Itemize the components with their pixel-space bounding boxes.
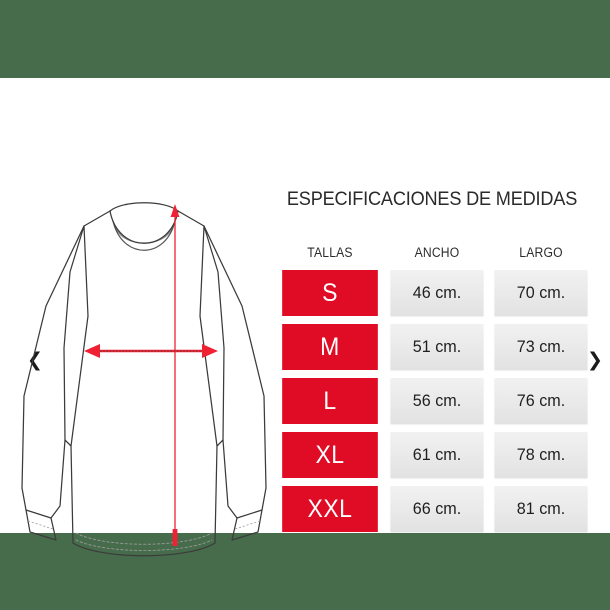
largo-value: 81 cm.	[494, 486, 588, 532]
size-label: L	[282, 378, 378, 424]
ancho-value: 56 cm.	[390, 378, 484, 424]
table-row: L 56 cm. 76 cm.	[278, 378, 590, 424]
table-row: XL 61 cm. 78 cm.	[278, 432, 590, 478]
table-row: M 51 cm. 73 cm.	[278, 324, 590, 370]
largo-value: 70 cm.	[494, 270, 588, 316]
size-label: S	[282, 270, 378, 316]
size-label: XL	[282, 432, 378, 478]
table-row: S 46 cm. 70 cm.	[278, 270, 590, 316]
spec-title: ESPECIFICACIONES DE MEDIDAS	[286, 188, 578, 210]
column-header-ancho: ANCHO	[414, 245, 460, 260]
size-spec-panel: ESPECIFICACIONES DE MEDIDAS TALLAS ANCHO…	[272, 188, 592, 540]
largo-value: 76 cm.	[494, 378, 588, 424]
chevron-right-icon[interactable]: ❯	[587, 349, 603, 371]
length-measure-arrow	[170, 204, 180, 546]
size-label: M	[282, 324, 378, 370]
long-sleeve-shirt-diagram	[18, 188, 270, 588]
ancho-value: 46 cm.	[390, 270, 484, 316]
letterbox-band-top	[0, 0, 610, 78]
ancho-value: 66 cm.	[390, 486, 484, 532]
column-header-largo: LARGO	[519, 245, 563, 260]
image-content-area: ❮ ❯	[0, 78, 610, 557]
largo-value: 78 cm.	[494, 432, 588, 478]
largo-value: 73 cm.	[494, 324, 588, 370]
column-header-tallas: TALLAS	[307, 245, 353, 260]
letterbox-band-bottom	[0, 533, 610, 610]
width-measure-arrow	[84, 344, 218, 358]
ancho-value: 51 cm.	[390, 324, 484, 370]
table-row: XXL 66 cm. 81 cm.	[278, 486, 590, 532]
table-header-row: TALLAS ANCHO LARGO	[278, 245, 590, 262]
size-spec-table: TALLAS ANCHO LARGO S 46 cm. 70 cm. M 51 …	[272, 237, 596, 540]
ancho-value: 61 cm.	[390, 432, 484, 478]
size-label: XXL	[282, 486, 378, 532]
